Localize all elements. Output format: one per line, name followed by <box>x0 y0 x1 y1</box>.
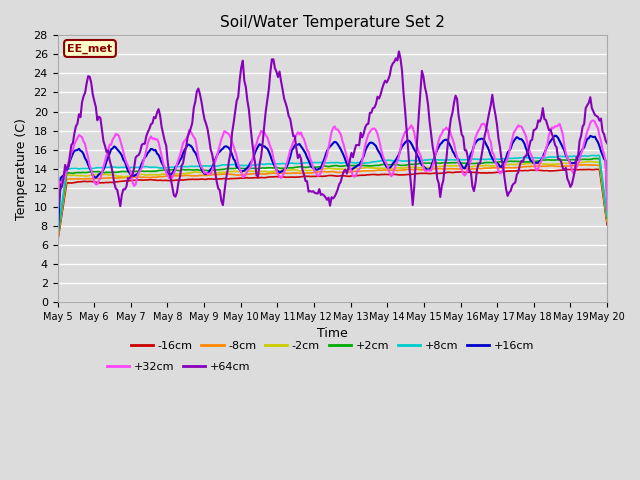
Legend: +32cm, +64cm: +32cm, +64cm <box>102 358 255 376</box>
Text: EE_met: EE_met <box>67 43 113 54</box>
Title: Soil/Water Temperature Set 2: Soil/Water Temperature Set 2 <box>220 15 445 30</box>
Y-axis label: Temperature (C): Temperature (C) <box>15 118 28 220</box>
X-axis label: Time: Time <box>317 327 348 340</box>
